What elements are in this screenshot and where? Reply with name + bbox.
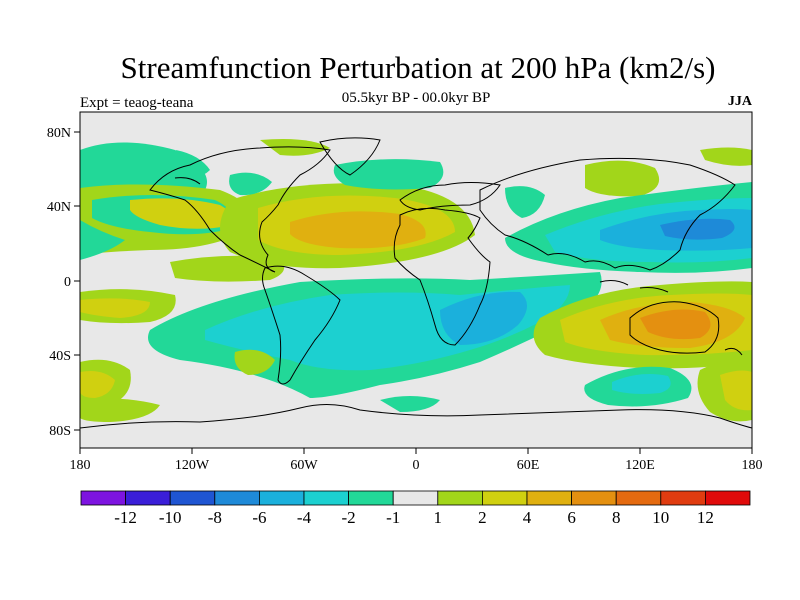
lon-label: 120E	[625, 458, 655, 473]
colorbar-label: -2	[342, 508, 356, 527]
colorbar-swatch	[169, 490, 216, 506]
tick-marks	[74, 131, 753, 454]
colorbar-label: -12	[114, 508, 137, 527]
field-shading	[80, 112, 752, 448]
lon-label: 120W	[175, 458, 210, 473]
lon-label: 180	[742, 458, 763, 473]
colorbar-label: -8	[208, 508, 222, 527]
colorbar-label: 1	[434, 508, 443, 527]
colorbar-label: -10	[159, 508, 182, 527]
season-label: JJA	[727, 94, 752, 109]
colorbar-label: 10	[652, 508, 669, 527]
lon-label: 60W	[290, 458, 318, 473]
lat-label: 40S	[49, 349, 71, 364]
colorbar-label: -4	[297, 508, 312, 527]
colorbar-label: -6	[252, 508, 266, 527]
colorbar-swatch	[437, 490, 483, 506]
lat-label: 80N	[47, 126, 71, 141]
colorbar-swatch	[526, 490, 572, 506]
colorbar-swatch	[660, 490, 706, 506]
colorbar-swatch	[214, 490, 260, 506]
lon-label: 60E	[517, 458, 540, 473]
lat-label: 80S	[49, 424, 71, 439]
colorbar-swatch	[615, 490, 662, 506]
colorbar-label: 12	[697, 508, 714, 527]
colorbar-label: 2	[478, 508, 487, 527]
longitude-labels: 180 120W 60W 0 60E 120E 180	[70, 458, 763, 473]
colorbar: -12 -10 -8 -6 -4 -2 -1 1 2 4 6 8 10 12	[80, 490, 751, 527]
colorbar-label: -1	[386, 508, 400, 527]
colorbar-label: 6	[567, 508, 576, 527]
latitude-labels: 80N 40N 0 40S 80S	[47, 126, 71, 439]
colorbar-swatch	[571, 490, 617, 506]
lon-label: 180	[70, 458, 91, 473]
colorbar-swatch	[392, 490, 439, 506]
colorbar-swatch	[303, 490, 349, 506]
colorbar-swatch	[258, 490, 305, 506]
colorbar-label: 8	[612, 508, 621, 527]
experiment-label: Expt = teaog-teana	[80, 95, 194, 111]
lat-label: 40N	[47, 200, 71, 215]
coastlines	[80, 137, 752, 429]
colorbar-swatch	[705, 490, 751, 506]
colorbar-swatch	[125, 490, 171, 506]
colorbar-label: 4	[523, 508, 532, 527]
period-label: 05.5kyr BP - 00.0kyr BP	[341, 90, 491, 106]
colorbar-swatch	[348, 490, 394, 506]
colorbar-swatch	[481, 490, 528, 506]
colorbar-swatch	[80, 490, 126, 506]
chart-title: Streamfunction Perturbation at 200 hPa (…	[120, 50, 716, 85]
lon-label: 0	[413, 458, 420, 473]
lat-label: 0	[64, 275, 71, 290]
